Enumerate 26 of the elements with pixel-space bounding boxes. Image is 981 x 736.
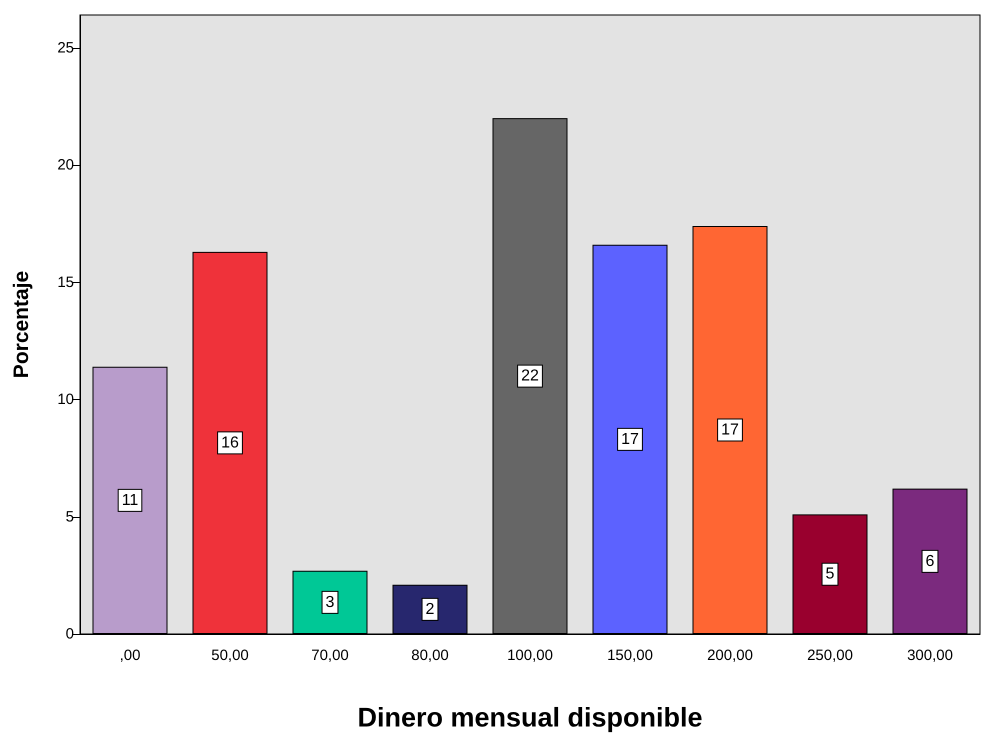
y-tick-label: 5 xyxy=(66,508,74,526)
x-tick-label: 250,00 xyxy=(807,647,853,664)
data-label: 11 xyxy=(122,492,138,509)
x-tick-label: 80,00 xyxy=(411,647,449,664)
data-label: 6 xyxy=(926,552,935,570)
x-tick-label: 100,00 xyxy=(507,647,553,664)
x-tick-label: 300,00 xyxy=(907,647,953,664)
data-label: 3 xyxy=(326,594,335,611)
x-tick-label: 70,00 xyxy=(311,647,349,664)
data-label: 5 xyxy=(826,566,835,583)
data-label: 22 xyxy=(521,368,539,385)
data-label: 16 xyxy=(221,434,239,452)
data-label: 2 xyxy=(426,600,435,618)
y-tick-label: 0 xyxy=(66,626,74,642)
y-tick-label: 25 xyxy=(57,39,74,56)
x-tick-label: 150,00 xyxy=(607,647,653,664)
data-label: 17 xyxy=(621,430,639,448)
x-tick-label: ,00 xyxy=(120,647,140,664)
y-tick-label: 15 xyxy=(57,274,74,291)
y-tick-label: 20 xyxy=(57,156,74,174)
x-tick-label: 200,00 xyxy=(707,647,753,664)
y-axis-title: Porcentaje xyxy=(10,270,33,378)
y-tick-label: 10 xyxy=(57,391,74,408)
x-tick-label: 50,00 xyxy=(211,647,249,664)
x-axis-title: Dinero mensual disponible xyxy=(357,702,703,732)
data-label: 17 xyxy=(721,422,739,439)
